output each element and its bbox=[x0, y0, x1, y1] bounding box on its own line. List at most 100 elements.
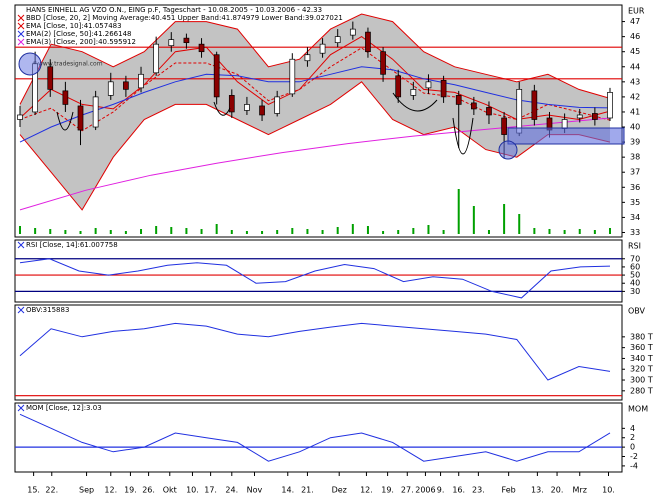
panel-frame bbox=[14, 304, 623, 401]
y-tick-label: 340 T bbox=[630, 354, 653, 363]
volume-bar bbox=[548, 229, 551, 234]
volume-bar bbox=[200, 229, 203, 234]
x-tick-label: 16. bbox=[452, 486, 465, 495]
candle-body bbox=[289, 58, 296, 95]
volume-bar bbox=[487, 230, 490, 234]
volume-bar bbox=[518, 214, 521, 234]
panel-frame bbox=[14, 4, 623, 238]
candle-body bbox=[349, 28, 356, 36]
x-tick-label: 21. bbox=[301, 486, 314, 495]
pattern-arc bbox=[452, 117, 474, 155]
candle-body bbox=[228, 95, 235, 113]
volume-bar bbox=[49, 229, 52, 234]
x-tick-label: 14. bbox=[281, 486, 294, 495]
y-tick-label: 41 bbox=[630, 107, 640, 116]
x-tick-label: 9. bbox=[437, 486, 445, 495]
candle-body bbox=[153, 43, 160, 74]
candle-body bbox=[607, 92, 613, 119]
candle-body bbox=[17, 114, 23, 120]
volume-bar bbox=[140, 229, 143, 234]
y-tick-label: 34 bbox=[630, 213, 640, 222]
y-tick-label: 39 bbox=[630, 138, 640, 147]
y-tick-label: 300 T bbox=[630, 376, 653, 385]
volume-bar bbox=[609, 228, 611, 234]
candle-body bbox=[183, 37, 190, 44]
y-tick-label: 37 bbox=[630, 168, 640, 177]
y-tick-label: 42 bbox=[630, 92, 640, 101]
volume-bar bbox=[397, 230, 400, 234]
x-tick-label: 17. bbox=[204, 486, 217, 495]
x-tick-label: 19. bbox=[124, 486, 137, 495]
y-tick-label: 320 T bbox=[630, 365, 653, 374]
y-tick-label: 4 bbox=[630, 424, 635, 433]
candle-body bbox=[138, 73, 144, 89]
y-tick-label: 35 bbox=[630, 198, 640, 207]
candle-body bbox=[198, 43, 205, 53]
x-tick-label: Dez bbox=[332, 486, 347, 495]
x-tick-label: 10. bbox=[602, 486, 615, 495]
x-tick-label: 27. bbox=[401, 486, 414, 495]
x-tick-label: Feb bbox=[502, 486, 516, 495]
legend-label: EMA(2) [Close, 50]:41.266148 bbox=[26, 30, 132, 38]
volume-bar bbox=[185, 228, 188, 234]
axis-label: MOM bbox=[628, 405, 648, 414]
candle-body bbox=[47, 66, 54, 90]
candle-body bbox=[244, 104, 250, 111]
volume-bar bbox=[170, 227, 173, 234]
pattern-arc bbox=[213, 101, 231, 116]
legend-label: MOM [Close, 12]:3.03 bbox=[26, 404, 102, 412]
volume-bar bbox=[427, 225, 430, 234]
panel-frame bbox=[14, 239, 623, 303]
volume-bar bbox=[442, 230, 445, 234]
ema-line bbox=[19, 117, 611, 211]
y-tick-label: -2 bbox=[630, 452, 638, 461]
volume-bar bbox=[64, 230, 67, 234]
candle-body bbox=[365, 31, 371, 53]
upper-band bbox=[19, 13, 611, 105]
legend-label: RSI [Close, 14]:61.007758 bbox=[26, 241, 118, 249]
candle-body bbox=[213, 54, 220, 98]
legend-label: EMA(3) [Close, 200]:40.595912 bbox=[26, 38, 136, 46]
candle-body bbox=[274, 96, 281, 114]
candle-body bbox=[470, 102, 477, 110]
x-tick-label: 20. bbox=[551, 486, 564, 495]
x-tick-label: 12. bbox=[104, 486, 117, 495]
y-tick-label: 40 bbox=[630, 123, 640, 132]
volume-bar bbox=[230, 230, 233, 234]
candle-body bbox=[395, 75, 402, 98]
volume-bar bbox=[351, 224, 354, 234]
volume-bar bbox=[276, 230, 279, 234]
volume-bar bbox=[578, 229, 581, 234]
legend-icon bbox=[17, 22, 25, 30]
candle-body bbox=[319, 43, 326, 54]
pattern-arc bbox=[56, 111, 74, 131]
candle-body bbox=[380, 51, 386, 75]
x-tick-label: 24. bbox=[225, 486, 238, 495]
volume-bar bbox=[261, 231, 264, 234]
candle-body bbox=[77, 105, 84, 131]
y-tick-label: 43 bbox=[630, 77, 640, 86]
y-tick-label: 45 bbox=[630, 47, 640, 56]
candle-body bbox=[123, 81, 129, 90]
highlight-box bbox=[507, 127, 625, 145]
volume-bar bbox=[593, 230, 596, 234]
watermark: ©www.tradesignal.com bbox=[32, 61, 103, 68]
legend-icon bbox=[17, 404, 25, 412]
under-layer bbox=[20, 14, 610, 210]
candle-body bbox=[410, 89, 417, 96]
volume-bar bbox=[382, 231, 385, 234]
highlight-circle bbox=[498, 140, 518, 160]
y-tick-label: 60 bbox=[630, 262, 640, 271]
candle-body bbox=[62, 90, 69, 105]
volume-bar bbox=[34, 228, 37, 234]
x-tick-label: 26. bbox=[142, 486, 155, 495]
y-tick-label: 46 bbox=[630, 32, 640, 41]
x-tick-label: Sep bbox=[79, 486, 94, 495]
chart-title: HANS EINHELL AG VZO O.N., EING p.F, Tage… bbox=[26, 6, 322, 14]
legend-icon bbox=[17, 30, 25, 38]
y-tick-label: 380 T bbox=[630, 332, 653, 341]
x-tick-label: Okt bbox=[163, 486, 177, 495]
candle-body bbox=[501, 117, 507, 135]
x-tick-label: Mrz bbox=[573, 486, 587, 495]
